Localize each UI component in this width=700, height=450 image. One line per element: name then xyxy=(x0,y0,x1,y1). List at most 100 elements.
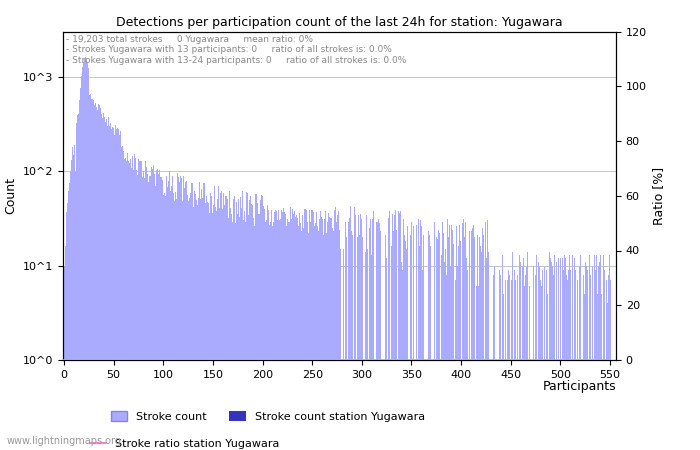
Text: www.lightningmaps.org: www.lightningmaps.org xyxy=(7,436,122,446)
Bar xyxy=(567,280,568,450)
Bar xyxy=(598,261,600,450)
Bar xyxy=(212,213,214,450)
Bar xyxy=(174,201,175,450)
Bar xyxy=(172,176,173,450)
Bar xyxy=(541,287,542,450)
Bar xyxy=(119,135,120,450)
Bar xyxy=(500,274,501,450)
Bar xyxy=(162,180,163,450)
Text: - 19,203 total strokes     0 Yugawara     mean ratio: 0%
- Strokes Yugawara with: - 19,203 total strokes 0 Yugawara mean r… xyxy=(66,35,406,65)
Bar xyxy=(294,211,295,450)
Bar xyxy=(527,252,528,450)
Bar xyxy=(354,207,356,450)
Bar xyxy=(536,255,537,450)
Bar xyxy=(411,222,412,450)
Bar xyxy=(181,201,183,450)
Bar xyxy=(569,255,570,450)
Bar xyxy=(237,214,238,450)
Bar xyxy=(123,151,124,450)
Bar xyxy=(234,196,235,450)
Bar xyxy=(584,261,586,450)
Bar xyxy=(581,360,582,450)
Bar xyxy=(255,194,256,450)
Bar xyxy=(523,258,524,450)
Bar xyxy=(92,99,93,450)
Bar xyxy=(412,360,413,450)
Bar xyxy=(460,241,461,450)
Bar xyxy=(219,207,220,450)
Bar xyxy=(93,100,95,450)
Bar xyxy=(410,235,411,450)
Bar xyxy=(608,255,610,450)
Bar xyxy=(596,294,598,450)
Bar xyxy=(157,169,158,450)
Bar xyxy=(270,222,271,450)
Bar xyxy=(516,360,517,450)
Bar xyxy=(271,210,272,450)
Bar xyxy=(277,220,278,450)
Bar xyxy=(540,280,541,450)
Bar xyxy=(603,270,605,450)
Bar xyxy=(607,303,608,450)
Bar xyxy=(537,360,538,450)
Bar xyxy=(296,215,297,450)
Bar xyxy=(425,360,426,450)
Bar xyxy=(141,161,142,450)
Bar xyxy=(315,223,316,450)
Bar xyxy=(579,266,580,450)
Bar xyxy=(253,218,254,450)
Bar xyxy=(272,226,273,450)
Bar xyxy=(238,199,239,450)
Y-axis label: Ratio [%]: Ratio [%] xyxy=(652,166,666,225)
Bar xyxy=(290,207,291,450)
Bar xyxy=(544,266,545,450)
Bar xyxy=(266,220,267,450)
Bar xyxy=(480,246,482,450)
Bar xyxy=(437,239,438,450)
Bar xyxy=(444,249,446,450)
Bar xyxy=(470,231,472,450)
Bar xyxy=(473,237,475,450)
Bar xyxy=(559,360,560,450)
Bar xyxy=(225,196,226,450)
Bar xyxy=(121,147,122,450)
Bar xyxy=(506,360,507,450)
Bar xyxy=(498,360,499,450)
Bar xyxy=(566,274,567,450)
Bar xyxy=(320,211,321,450)
Bar xyxy=(577,280,578,450)
Bar xyxy=(71,160,72,450)
Bar xyxy=(458,225,460,450)
Bar xyxy=(560,258,561,450)
Bar xyxy=(363,360,364,450)
Bar xyxy=(228,218,230,450)
Bar xyxy=(456,266,458,450)
Bar xyxy=(112,127,113,450)
Bar xyxy=(284,212,285,450)
Bar xyxy=(512,252,513,450)
Bar xyxy=(549,252,550,450)
Bar xyxy=(578,360,579,450)
Bar xyxy=(267,205,268,450)
Bar xyxy=(463,237,465,450)
Bar xyxy=(440,360,441,450)
Bar xyxy=(258,214,259,450)
Bar xyxy=(97,110,98,450)
Bar xyxy=(199,199,200,450)
Bar xyxy=(122,147,123,450)
Bar xyxy=(252,205,253,450)
Bar xyxy=(514,270,515,450)
Bar xyxy=(160,177,161,450)
Bar xyxy=(100,108,102,450)
Bar xyxy=(520,261,522,450)
Bar xyxy=(563,270,564,450)
Bar xyxy=(313,212,314,450)
Bar xyxy=(407,226,408,450)
Bar xyxy=(453,244,454,450)
Bar xyxy=(418,219,419,450)
Bar xyxy=(90,94,91,450)
Bar xyxy=(378,219,379,450)
Bar xyxy=(468,231,470,450)
Bar xyxy=(80,88,81,450)
Bar xyxy=(312,210,313,450)
